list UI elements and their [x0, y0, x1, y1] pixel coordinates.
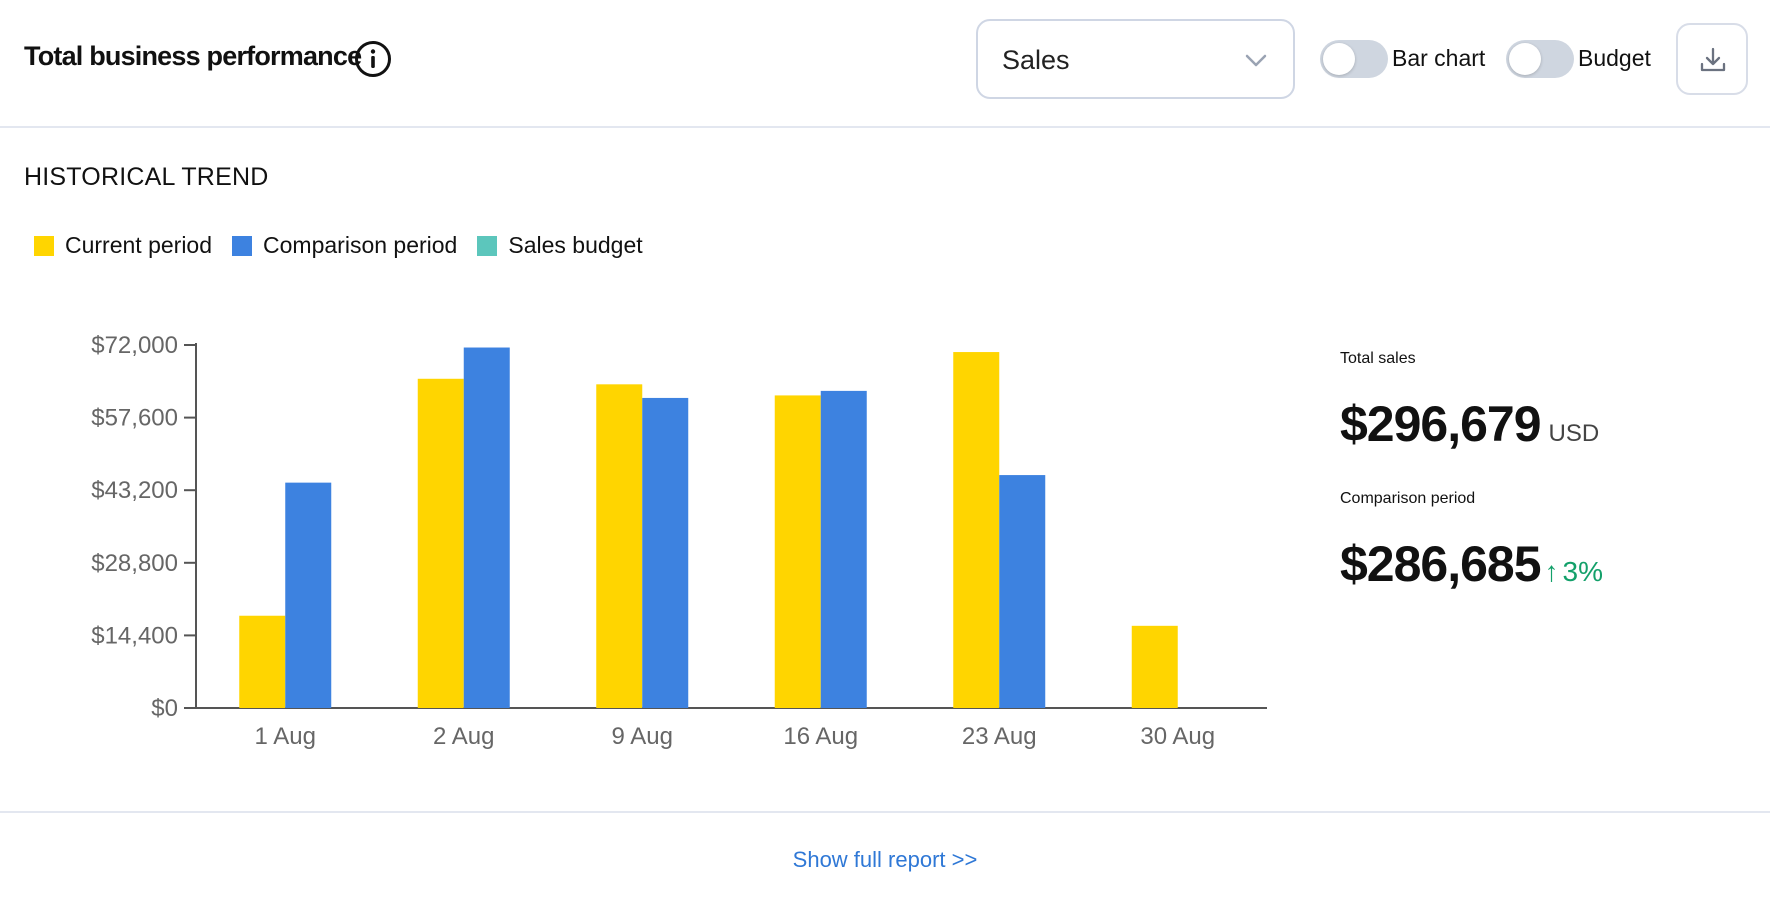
comparison-value: $286,685: [1340, 536, 1542, 592]
bar-comparison: [642, 397, 689, 708]
x-tick-label: 30 Aug: [1140, 723, 1215, 750]
budget-toggle[interactable]: [1506, 40, 1574, 78]
header-bar: Total business performance Sales Bar cha…: [0, 0, 1770, 128]
download-button[interactable]: [1676, 23, 1748, 95]
y-tick-label: $14,400: [91, 622, 178, 649]
show-full-report-link[interactable]: Show full report >>: [792, 847, 978, 872]
y-tick-label: $43,200: [91, 477, 178, 504]
x-tick-label: 1 Aug: [255, 723, 316, 750]
total-sales-block: $296,679 USD: [1340, 395, 1599, 453]
y-tick-label: $72,000: [91, 332, 178, 359]
bar-current: [417, 378, 464, 708]
y-tick-label: $0: [151, 695, 178, 722]
bar-comparison: [285, 482, 332, 708]
metric-select-value: Sales: [1002, 45, 1070, 75]
y-tick-label: $28,800: [91, 550, 178, 577]
arrow-up-icon: ↑: [1544, 556, 1559, 587]
download-icon: [1700, 47, 1726, 72]
bar-current: [953, 352, 1000, 708]
x-tick-label: 2 Aug: [433, 723, 494, 750]
metric-select[interactable]: Sales: [976, 19, 1295, 99]
budget-toggle-label: Budget: [1578, 45, 1651, 71]
info-icon[interactable]: [354, 40, 392, 78]
y-tick-label: $57,600: [91, 405, 178, 432]
currency-unit: USD: [1548, 420, 1600, 447]
comparison-label: Comparison period: [1340, 490, 1476, 507]
legend-item-budget: Sales budget: [477, 232, 643, 259]
historical-trend-chart: $0 $14,400 $28,800 $43,200 $57,600 $72,000 1 A…: [91, 332, 1267, 750]
bar-current: [239, 615, 286, 708]
change-percent: 3%: [1562, 556, 1604, 587]
toggle-knob: [1323, 43, 1355, 75]
bar-comparison: [820, 390, 867, 708]
x-tick-label: 9 Aug: [612, 723, 673, 750]
bar-current: [774, 395, 821, 708]
section-title: HISTORICAL TREND: [24, 163, 269, 191]
legend-swatch: [232, 235, 253, 256]
total-sales-label: Total sales: [1340, 350, 1416, 367]
legend-swatch: [34, 235, 54, 256]
divider: [0, 811, 1770, 813]
legend-label: Sales budget: [508, 232, 643, 258]
chart-legend: Current period Comparison period Sales b…: [34, 232, 663, 259]
legend-item-current: Current period: [34, 232, 212, 259]
comparison-block: $286,685 ↑ 3%: [1340, 535, 1603, 593]
legend-label: Current period: [65, 232, 213, 258]
bar-chart-toggle[interactable]: [1320, 40, 1388, 78]
bar-comparison: [463, 347, 510, 708]
bar-comparison: [999, 475, 1046, 708]
x-tick-label: 23 Aug: [962, 723, 1037, 750]
x-tick-label: 16 Aug: [783, 723, 858, 750]
bar-current: [596, 384, 643, 708]
bar-chart-toggle-label: Bar chart: [1392, 45, 1486, 71]
legend-swatch: [477, 235, 498, 256]
legend-label: Comparison period: [263, 232, 458, 258]
legend-item-comparison: Comparison period: [232, 232, 457, 259]
chevron-down-icon: [1245, 54, 1267, 67]
toggle-knob: [1509, 43, 1541, 75]
page-title: Total business performance: [24, 41, 362, 71]
bar-current: [1131, 625, 1178, 708]
total-sales-value: $296,679: [1340, 396, 1542, 452]
